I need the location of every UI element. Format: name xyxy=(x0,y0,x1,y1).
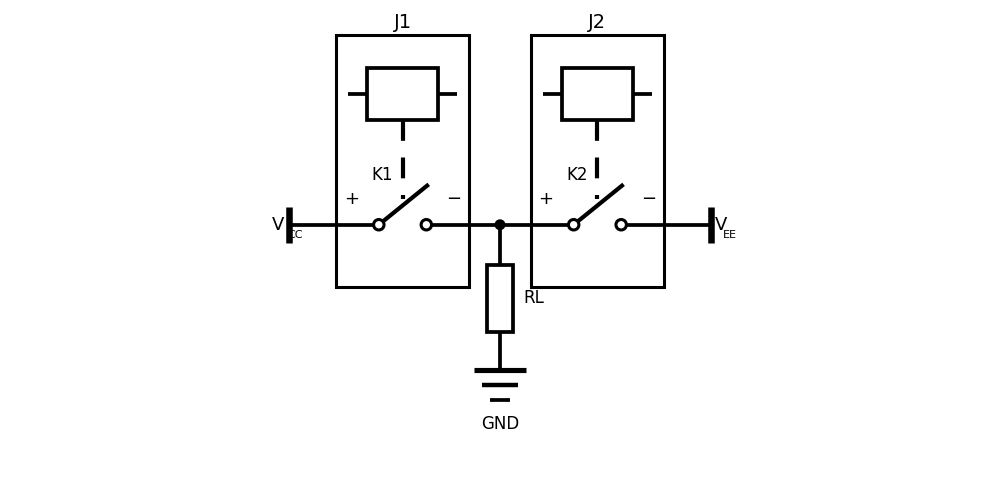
Circle shape xyxy=(374,219,384,230)
Circle shape xyxy=(495,220,505,229)
Bar xyxy=(531,34,664,286)
Text: EE: EE xyxy=(723,230,737,240)
Text: +: + xyxy=(344,190,359,207)
Text: V: V xyxy=(272,216,285,234)
Bar xyxy=(487,265,513,332)
Text: J2: J2 xyxy=(588,13,606,33)
Text: K2: K2 xyxy=(567,166,588,184)
Text: K1: K1 xyxy=(372,166,393,184)
Text: −: − xyxy=(446,190,461,207)
Bar xyxy=(336,34,469,286)
Bar xyxy=(562,68,633,120)
Text: GND: GND xyxy=(481,415,519,433)
Circle shape xyxy=(616,219,626,230)
Text: +: + xyxy=(539,190,554,207)
Text: V: V xyxy=(715,216,728,234)
Bar xyxy=(367,68,438,120)
Text: −: − xyxy=(641,190,656,207)
Circle shape xyxy=(421,219,432,230)
Circle shape xyxy=(568,219,579,230)
Text: J1: J1 xyxy=(394,13,412,33)
Text: RL: RL xyxy=(524,289,545,307)
Text: CC: CC xyxy=(287,230,303,240)
